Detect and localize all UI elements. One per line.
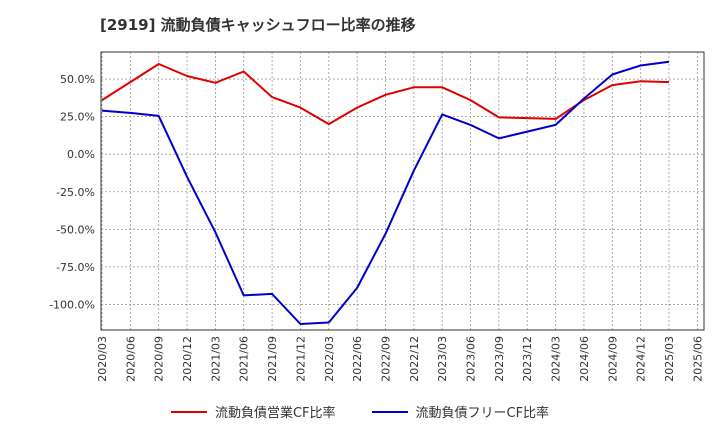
legend-item-free-cf: 流動負債フリーCF比率 xyxy=(371,402,550,421)
x-tick-label: 2023/12 xyxy=(521,336,534,382)
x-tick-label: 2025/06 xyxy=(691,336,704,382)
legend-label-free-cf: 流動負債フリーCF比率 xyxy=(415,406,550,421)
y-tick-label: -75.0% xyxy=(56,261,95,274)
x-tick-label: 2021/03 xyxy=(209,336,222,382)
chart-title: [2919] 流動負債キャッシュフロー比率の推移 xyxy=(100,16,416,34)
plot-background xyxy=(101,52,704,330)
x-tick-label: 2020/12 xyxy=(181,336,194,382)
plot-frame xyxy=(100,51,705,331)
x-tick-label: 2024/06 xyxy=(578,336,591,382)
y-axis-ticks: 50.0% 25.0% 0.0% -25.0% -50.0% -75.0% -100.0% xyxy=(49,73,95,311)
x-tick-label: 2022/06 xyxy=(351,336,364,382)
x-tick-label: 2020/03 xyxy=(96,336,109,382)
legend-label-operating-cf: 流動負債営業CF比率 xyxy=(214,406,336,421)
x-tick-label: 2023/03 xyxy=(436,336,449,382)
legend-item-operating-cf: 流動負債営業CF比率 xyxy=(170,402,336,421)
x-tick-label: 2021/12 xyxy=(294,336,307,382)
series-line-free-cf xyxy=(101,60,670,325)
x-tick-label: 2025/03 xyxy=(663,336,676,382)
y-tick-label: 50.0% xyxy=(60,73,95,86)
x-tick-label: 2023/09 xyxy=(493,336,506,382)
x-tick-label: 2024/12 xyxy=(635,336,648,382)
x-tick-label: 2020/06 xyxy=(124,336,137,382)
x-tick-label: 2020/09 xyxy=(153,336,166,382)
x-tick-label: 2021/06 xyxy=(238,336,251,382)
y-tick-label: -100.0% xyxy=(49,298,95,311)
y-tick-label: 0.0% xyxy=(67,148,95,161)
x-tick-label: 2021/09 xyxy=(266,336,279,382)
y-tick-label: -25.0% xyxy=(56,186,95,199)
legend-swatch-blue xyxy=(371,410,408,413)
gridlines xyxy=(101,52,704,330)
x-tick-label: 2022/09 xyxy=(379,336,392,382)
x-tick-label: 2022/03 xyxy=(323,336,336,382)
x-tick-label: 2022/12 xyxy=(408,336,421,382)
series-lines xyxy=(101,60,670,325)
y-tick-label: -50.0% xyxy=(56,223,95,236)
x-axis-ticks: 2020/03 2020/06 2020/09 2020/12 2021/03 2021/… xyxy=(96,336,704,382)
y-tick-label: 25.0% xyxy=(60,111,95,124)
x-tick-label: 2023/06 xyxy=(465,336,478,382)
x-tick-label: 2024/09 xyxy=(606,336,619,382)
legend: 流動負債営業CF比率 流動負債フリーCF比率 xyxy=(0,402,720,421)
x-tick-label: 2024/03 xyxy=(550,336,563,382)
legend-swatch-red xyxy=(170,410,207,413)
